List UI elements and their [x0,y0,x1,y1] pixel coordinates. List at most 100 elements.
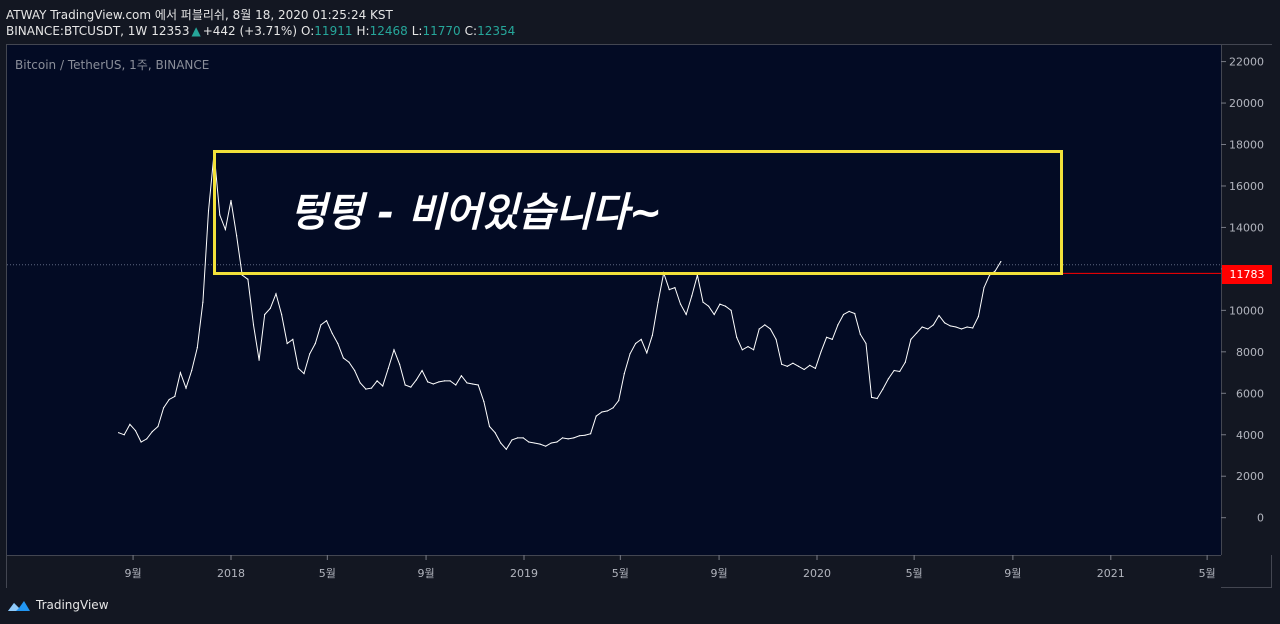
data-point [146,438,148,440]
data-point [151,431,153,433]
y-tick-label: 18000 [1229,139,1264,152]
y-tick-label: 20000 [1229,97,1264,110]
data-point [921,326,923,328]
data-point [797,365,800,367]
data-point [472,383,474,385]
data-point [915,332,918,334]
data-point [236,235,238,237]
data-point [719,303,721,305]
price-axis[interactable] [1221,45,1272,555]
data-point [438,381,440,383]
data-point [331,332,333,334]
data-point [224,228,226,231]
x-tick-label: 2018 [217,567,245,580]
high-label: H: [356,24,370,38]
plot-area[interactable] [7,45,1221,555]
high-value: 12468 [369,24,408,38]
data-point [966,326,968,328]
data-point [590,433,592,435]
last-price: 12353 [151,24,190,38]
data-point [443,380,446,382]
data-point [539,443,541,445]
data-point [814,367,816,370]
data-point [679,303,682,305]
annotation-text[interactable]: 텅텅 - 비어있습니다~ [290,190,663,236]
data-point [348,361,350,363]
data-point [994,270,996,272]
data-point [820,351,822,353]
data-point [803,368,805,371]
data-point [854,312,856,315]
chart-symbol-label: Bitcoin / TetherUS, 1주, BINANCE [15,58,210,72]
x-tick-label: 2019 [510,567,538,580]
y-tick-label: 22000 [1229,56,1264,69]
x-tick-label: 9월 [125,567,142,580]
data-point [483,400,485,403]
data-point [612,407,614,409]
data-point [910,338,912,340]
data-point [826,336,828,338]
data-point [932,324,934,326]
data-point [123,434,125,436]
data-point [455,384,457,386]
data-point [522,437,524,439]
data-point [191,369,193,372]
data-point [606,410,609,412]
data-point [657,301,659,303]
data-point [983,286,985,289]
data-point [140,441,142,443]
data-point [500,442,502,444]
data-point [651,334,654,336]
x-tick-label: 5월 [319,567,336,580]
data-point [904,361,906,363]
data-point [595,415,597,417]
data-point [730,309,732,311]
y-tick-label: 8000 [1236,346,1264,359]
data-point [842,313,845,316]
data-point [876,397,878,400]
data-point [668,289,670,291]
data-point [899,370,901,373]
data-point [168,398,170,401]
data-point [882,388,884,390]
change-value: +442 (+3.71%) [202,24,298,38]
data-point [432,383,434,385]
x-tick-label: 2021 [1097,567,1125,580]
data-point [887,378,890,380]
data-point [179,371,182,374]
data-point [758,328,760,330]
data-point [752,349,755,351]
data-point [292,338,294,340]
data-point [927,328,929,330]
x-tick-label: 5월 [1199,567,1216,580]
data-point [309,353,311,355]
annotation-box[interactable] [213,150,1063,275]
data-point [792,362,794,364]
data-point [781,363,783,365]
data-point [342,357,344,359]
time-axis[interactable] [7,555,1221,588]
tradingview-logo[interactable]: TradingView [6,597,109,613]
data-point [944,322,946,324]
data-point [629,353,631,355]
data-point [488,425,491,428]
y-tick-label: 4000 [1236,429,1264,442]
data-point [410,386,412,388]
data-point [724,305,727,307]
data-point [185,387,187,389]
data-point [786,365,788,367]
data-point [258,359,260,361]
data-point [775,338,777,340]
data-point [118,432,120,434]
data-point [415,379,418,381]
data-point [713,313,715,316]
data-point [634,342,637,345]
data-point [573,437,575,439]
data-point [466,382,468,384]
data-point [809,364,811,366]
data-point [393,349,395,351]
data-point [528,441,530,443]
data-point [859,333,861,335]
data-point [382,385,384,387]
